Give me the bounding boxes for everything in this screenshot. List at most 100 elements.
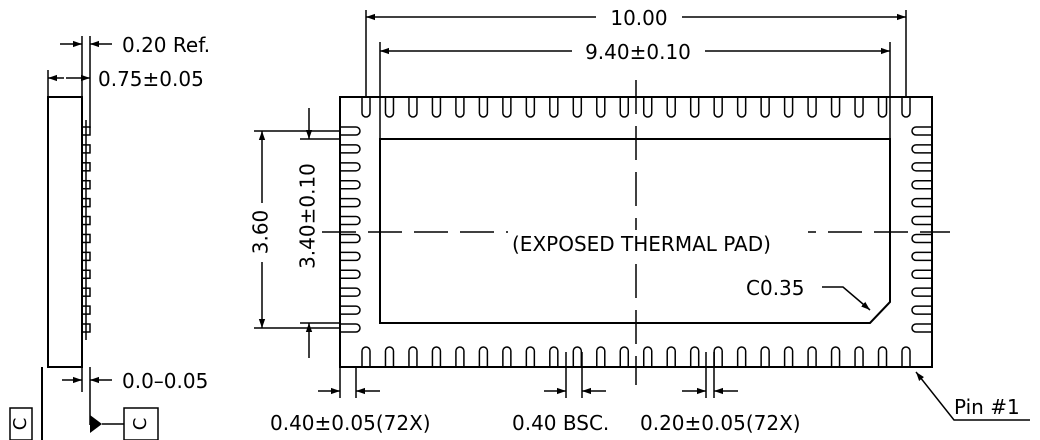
bottom-lead [642,346,653,367]
pad-label: (EXPOSED THERMAL PAD) [512,232,771,256]
bottom-lead [361,346,371,367]
side-lead [81,251,91,262]
lead-length-label: 0.40±0.05(72X) [270,411,431,435]
right-lead [911,287,932,297]
top-lead [830,97,841,118]
side-lead [81,269,91,280]
lead-width-label: 0.20±0.05(72X) [640,411,801,435]
top-lead [361,97,371,118]
bottom-lead [854,346,864,367]
side-leads [81,120,91,340]
pitch-label: 0.40 BSC. [512,411,609,435]
left-lead [340,126,361,136]
bottom-lead [431,346,442,367]
side-lead [81,305,91,315]
left-lead [340,215,361,226]
side-lead [81,215,91,226]
bottom-lead [736,346,747,367]
bottom-lead [783,346,794,367]
top-lead [901,97,911,118]
bottom-lead [408,346,418,367]
top-lead [525,97,536,118]
thickness-dim-label: 0.75±0.05 [98,67,204,91]
right-lead [911,323,932,333]
bottom-lead [619,346,630,367]
bottom-lead [760,346,770,367]
top-lead [713,97,723,118]
datum-left-label: C [10,418,31,431]
top-lead [619,97,630,118]
bottom-lead [877,346,888,367]
overall-height-label: 3.60 [249,210,273,255]
top-lead [431,97,442,118]
pad-height-label: 3.40±0.10 [296,163,320,269]
top-lead [666,97,676,118]
side-lead [81,287,91,297]
standoff-dim-label: 0.0–0.05 [122,369,208,393]
datum-box-left [9,407,33,440]
right-lead [911,233,932,244]
side-lead [81,233,91,244]
right-lead [911,179,932,190]
side-body [47,96,83,368]
top-lead [596,97,606,118]
pin1-leader [915,371,1030,421]
top-lead [384,97,395,118]
side-lead [81,162,91,172]
top-lead [408,97,418,118]
bottom-view: (EXPOSED THERMAL PAD) C0.35 10.00 9.40±0… [249,6,1030,435]
right-lead [911,162,932,172]
bottom-lead [478,346,489,367]
chamfer-leader [822,286,871,311]
bottom-lead [807,346,817,367]
left-lead [340,287,361,297]
pin1-label: Pin #1 [954,395,1020,419]
side-view: 0.20 Ref. 0.75±0.05 0.0–0.05 C C [9,33,210,440]
bottom-lead [455,346,465,367]
bottom-lead [713,346,723,367]
right-lead [911,197,932,208]
pad-length-label: 9.40±0.10 [585,40,691,64]
bottom-leads [361,346,911,367]
datum-right-label: C [130,418,151,431]
left-lead [340,269,361,280]
datum-triangle [90,415,102,433]
left-lead [340,144,361,154]
top-lead [689,97,700,118]
chamfer-label: C0.35 [746,276,805,300]
right-lead [911,126,932,136]
top-lead [854,97,864,118]
right-lead [911,251,932,262]
right-lead [911,305,932,315]
top-lead [455,97,465,118]
bottom-lead [666,346,676,367]
bottom-lead [572,346,583,367]
top-leads [361,97,911,118]
pad-label-bg [508,230,808,258]
top-lead [478,97,489,118]
left-lead [340,179,361,190]
top-lead [760,97,770,118]
left-lead [340,305,361,315]
datum-box-right [123,407,159,440]
side-lead [81,323,91,333]
top-lead [642,97,653,118]
bottom-lead [549,346,559,367]
ref-dim-label: 0.20 Ref. [122,33,210,57]
side-lead [81,197,91,208]
bottom-lead [384,346,395,367]
top-lead [877,97,888,118]
bottom-lead [689,346,700,367]
top-lead [549,97,559,118]
right-lead [911,144,932,154]
left-lead [340,323,361,333]
top-lead [783,97,794,118]
top-lead [807,97,817,118]
top-lead [572,97,583,118]
bottom-lead [901,346,911,367]
right-lead [911,215,932,226]
left-lead [340,197,361,208]
right-leads [911,126,932,333]
top-lead [736,97,747,118]
